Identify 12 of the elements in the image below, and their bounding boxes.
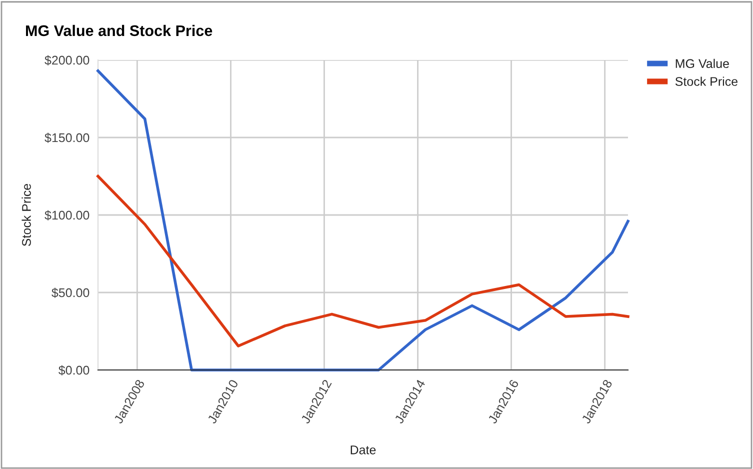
- line-series: [96, 174, 630, 348]
- y-tick-label: $200.00: [44, 55, 90, 66]
- y-tick-label: $150.00: [44, 132, 90, 143]
- legend-label: Stock Price: [675, 76, 738, 86]
- chart-title: MG Value and Stock Price: [26, 24, 212, 36]
- legend-label: MG Value: [676, 58, 729, 68]
- y-tick-label: $100.00: [44, 210, 90, 220]
- y-tick-label: $0.00: [58, 365, 90, 376]
- y-axis-title: Stock Price: [22, 184, 31, 246]
- y-tick-label: $50.00: [52, 288, 90, 298]
- line-series: [96, 69, 630, 372]
- x-axis-title: Date: [350, 446, 376, 454]
